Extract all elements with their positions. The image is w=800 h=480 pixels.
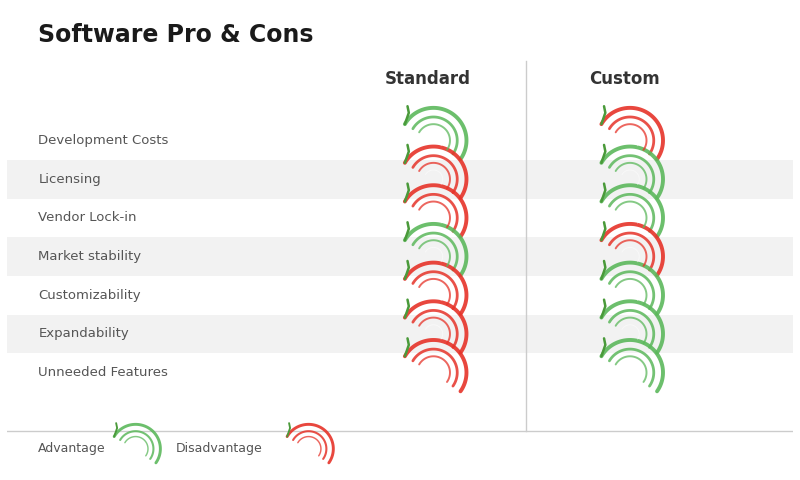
Text: Unneeded Features: Unneeded Features	[38, 366, 168, 379]
Text: Advantage: Advantage	[38, 442, 106, 456]
FancyBboxPatch shape	[7, 237, 793, 276]
Text: Customizability: Customizability	[38, 289, 141, 302]
FancyBboxPatch shape	[7, 314, 793, 353]
Text: Disadvantage: Disadvantage	[176, 442, 262, 456]
Text: Licensing: Licensing	[38, 173, 101, 186]
Text: Custom: Custom	[589, 70, 659, 88]
Text: Vendor Lock-in: Vendor Lock-in	[38, 211, 137, 224]
Text: Market stability: Market stability	[38, 250, 142, 263]
FancyBboxPatch shape	[7, 160, 793, 199]
Text: Development Costs: Development Costs	[38, 134, 169, 147]
Text: Expandability: Expandability	[38, 327, 129, 340]
Text: Software Pro & Cons: Software Pro & Cons	[38, 23, 314, 47]
Text: Standard: Standard	[385, 70, 470, 88]
